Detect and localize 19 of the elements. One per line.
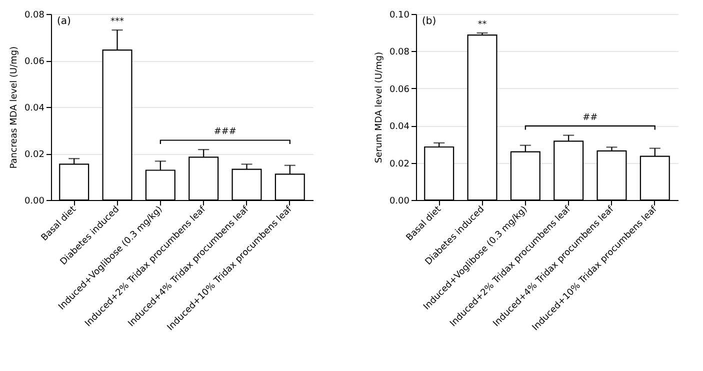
y-tick-label: 0.04 bbox=[389, 122, 410, 132]
y-tick-label: 0.00 bbox=[389, 196, 410, 206]
y-tick-label: 0.02 bbox=[24, 150, 44, 160]
y-axis-title: Pancreas MDA level (U/mg) bbox=[9, 46, 20, 169]
annotation: ## bbox=[582, 112, 598, 123]
y-tick-label: 0.02 bbox=[389, 159, 410, 170]
y-tick-label: 0.06 bbox=[389, 84, 410, 95]
annotation: (b) bbox=[422, 16, 436, 27]
annotation: (a) bbox=[57, 16, 72, 27]
y-tick-label: 0.06 bbox=[24, 57, 45, 67]
y-axis-title: Serum MDA level (U/mg) bbox=[374, 52, 384, 164]
y-tick-label: 0.08 bbox=[24, 10, 45, 20]
annotation: *** bbox=[110, 17, 125, 28]
y-tick-label: 0.08 bbox=[389, 48, 410, 58]
annotation: ### bbox=[214, 127, 236, 138]
annotation: ** bbox=[478, 20, 488, 30]
y-tick-label: 0.00 bbox=[24, 196, 45, 206]
y-tick-label: 0.10 bbox=[389, 10, 410, 20]
y-tick-label: 0.04 bbox=[24, 104, 45, 114]
